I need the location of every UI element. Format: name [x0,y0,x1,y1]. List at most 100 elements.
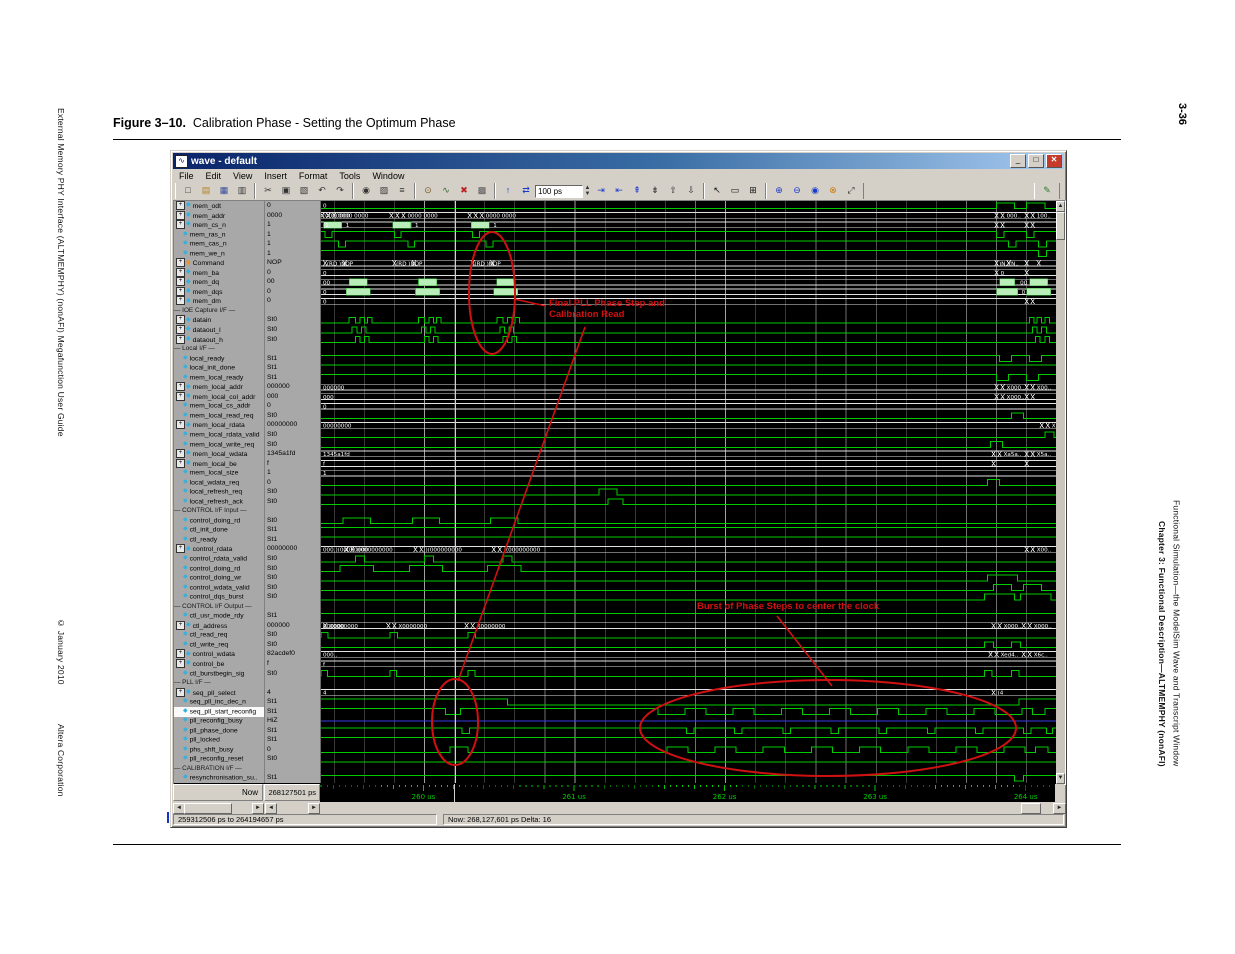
wave-hscroll-thumb[interactable] [1021,803,1041,814]
signal-row[interactable]: ◆ ctl_burstbegin_sig [174,669,264,679]
expand-icon[interactable]: + [176,258,185,268]
signal-row[interactable]: ◆ mem_local_cs_addr [174,401,264,411]
expand-icon[interactable]: + [176,296,185,306]
expand-icon[interactable]: + [176,334,185,344]
wave-hscroll-right[interactable]: ► [1053,803,1066,814]
collapse-icon[interactable]: ≡ [394,184,410,198]
signal-row[interactable]: ◆ local_init_done [174,363,264,373]
zoom-full-icon[interactable]: ◉ [807,184,823,198]
signal-group-divider[interactable]: — Local I/F — [174,345,215,353]
signal-group-divider[interactable]: — IOE Capture I/F — [174,306,236,314]
expand-icon[interactable]: + [176,315,185,325]
zoom-in-icon[interactable]: ⊕ [771,184,787,198]
pointer-icon[interactable]: ↖ [709,184,725,198]
find-next-icon[interactable]: ▨ [376,184,392,198]
delete-wave-icon[interactable]: ✖ [456,184,472,198]
select-mode-icon[interactable]: ▭ [727,184,743,198]
signal-row[interactable]: ◆ phs_shft_busy [174,745,264,755]
signal-row[interactable]: + ◆ mem_ba [174,267,264,278]
signal-row[interactable]: ◆ mem_we_n [174,249,264,259]
signal-row[interactable]: + ◆ seq_pll_select [174,687,264,698]
signal-group-divider[interactable]: — CALIBRATION I/F — [174,764,242,772]
expand-icon[interactable]: + [176,449,185,459]
signal-row[interactable]: + ◆ Command [174,258,264,268]
run-all-icon[interactable]: ⇞ [629,184,645,198]
signal-row[interactable]: ◆ mem_local_rdata_valid [174,430,264,440]
signal-row[interactable]: + ◆ control_wdata [174,649,264,659]
signal-row[interactable]: ◆ ctl_usr_mode_rdy [174,611,264,621]
signal-row[interactable]: + ◆ mem_local_rdata [174,420,264,430]
expand-icon[interactable]: + [176,220,185,230]
signal-row[interactable]: ◆ pll_phase_done [174,726,264,736]
expand-icon[interactable]: + [176,325,185,335]
paste-icon[interactable]: ▧ [296,184,312,198]
signal-row[interactable]: + ◆ control_be [174,658,264,669]
signal-row[interactable]: ◆ pll_reconfig_reset [174,754,264,764]
find-icon[interactable]: ◉ [358,184,374,198]
menu-window[interactable]: Window [372,170,405,181]
zoom-range-icon[interactable]: ⤢ [843,184,859,198]
clear-wave-icon[interactable]: ▩ [474,184,490,198]
signal-row[interactable]: ◆ resynchronisation_su.. [174,773,264,783]
scroll-down-arrow[interactable]: ▼ [1056,773,1065,784]
menu-insert[interactable]: Insert [264,170,287,181]
zoom-out-icon[interactable]: ⊖ [789,184,805,198]
open-file-icon[interactable]: ▤ [198,184,214,198]
expand-icon[interactable]: + [176,210,185,220]
signal-row[interactable]: ◆ ctl_ready [174,535,264,545]
expand-icon[interactable]: + [176,420,185,430]
expand-icon[interactable]: + [176,267,185,277]
expand-icon[interactable]: + [176,458,185,468]
signal-row[interactable]: ◆ local_refresh_req [174,487,264,497]
menu-format[interactable]: Format [298,170,328,181]
waveform-canvas[interactable]: 0 0000 0000 0000 0000 0000 0000 000.. 100.. (0… [316,201,1063,783]
edit-mode-icon[interactable]: ✎ [1039,184,1055,198]
signal-row[interactable]: + ◆ mem_addr [174,210,264,221]
signal-row[interactable]: + ◆ mem_dq [174,277,264,287]
signal-row[interactable]: + ◆ mem_dqs [174,286,264,297]
step-icon[interactable]: ⇧ [665,184,681,198]
signal-group-divider[interactable]: — CONTROL I/F Output — [174,602,252,610]
zoom-mode-icon[interactable]: ⊞ [745,184,761,198]
names-hscroll-right[interactable]: ► [252,803,264,814]
close-button[interactable]: ✕ [1046,154,1062,168]
signal-row[interactable]: ◆ mem_local_size [174,468,264,478]
signal-row[interactable]: ◆ ctl_init_done [174,525,264,535]
signal-row[interactable]: ◆ mem_local_write_req [174,440,264,450]
signal-row[interactable]: ◆ control_doing_rd [174,564,264,574]
title-bar[interactable]: ∿ wave - default _ □ ✕ [173,153,1064,169]
signal-row[interactable]: + ◆ mem_cs_n [174,220,264,230]
signal-row[interactable]: + ◆ mem_local_wdata [174,449,264,459]
signal-name-panel[interactable]: + ◆ mem_odt + ◆ mem_addr + ◆ mem_cs_n ◆ mem_ras_n ◆… [174,201,265,783]
insert-wave-icon[interactable]: ∿ [438,184,454,198]
values-hscroll-left[interactable]: ◄ [265,803,277,814]
save-icon[interactable]: ▦ [216,184,232,198]
signal-row[interactable]: ◆ control_doing_rd [174,516,264,526]
expand-icon[interactable]: + [176,658,185,668]
signal-value-panel[interactable]: 0 0000 1 1 1 1 NOP 0 00 0 0 St0 St0 St0 St1 St1 St1 00000… [265,201,321,783]
names-hscroll-thumb[interactable] [184,803,232,814]
expand-icon[interactable]: + [176,382,185,392]
cut-icon[interactable]: ✂ [260,184,276,198]
signal-row[interactable]: ◆ mem_local_ready [174,373,264,383]
expand-icon[interactable]: + [176,286,185,296]
signal-group-divider[interactable]: — PLL I/F — [174,679,211,687]
signal-row[interactable]: + ◆ mem_local_be [174,458,264,469]
scroll-up-arrow[interactable]: ▲ [1056,201,1065,212]
signal-row[interactable]: ◆ mem_ras_n [174,230,264,240]
redo-icon[interactable]: ↷ [332,184,348,198]
signal-row[interactable]: + ◆ mem_dm [174,296,264,306]
expand-icon[interactable]: + [176,620,185,630]
signal-row[interactable]: + ◆ datain [174,315,264,325]
signal-row[interactable]: ◆ local_refresh_ack [174,497,264,507]
signal-row[interactable]: ◆ local_wdata_req [174,478,264,488]
run-length-icon[interactable]: ⇄ [518,184,534,198]
minimize-button[interactable]: _ [1010,154,1026,168]
continue-icon[interactable]: ⇤ [611,184,627,198]
signal-row[interactable]: ◆ seq_pll_start_reconfig [174,706,264,717]
scroll-thumb[interactable] [1056,212,1065,240]
maximize-button[interactable]: □ [1028,154,1044,168]
signal-row[interactable]: ◆ control_wdata_valid [174,583,264,593]
expand-icon[interactable]: + [176,649,185,659]
new-file-icon[interactable]: □ [180,184,196,198]
